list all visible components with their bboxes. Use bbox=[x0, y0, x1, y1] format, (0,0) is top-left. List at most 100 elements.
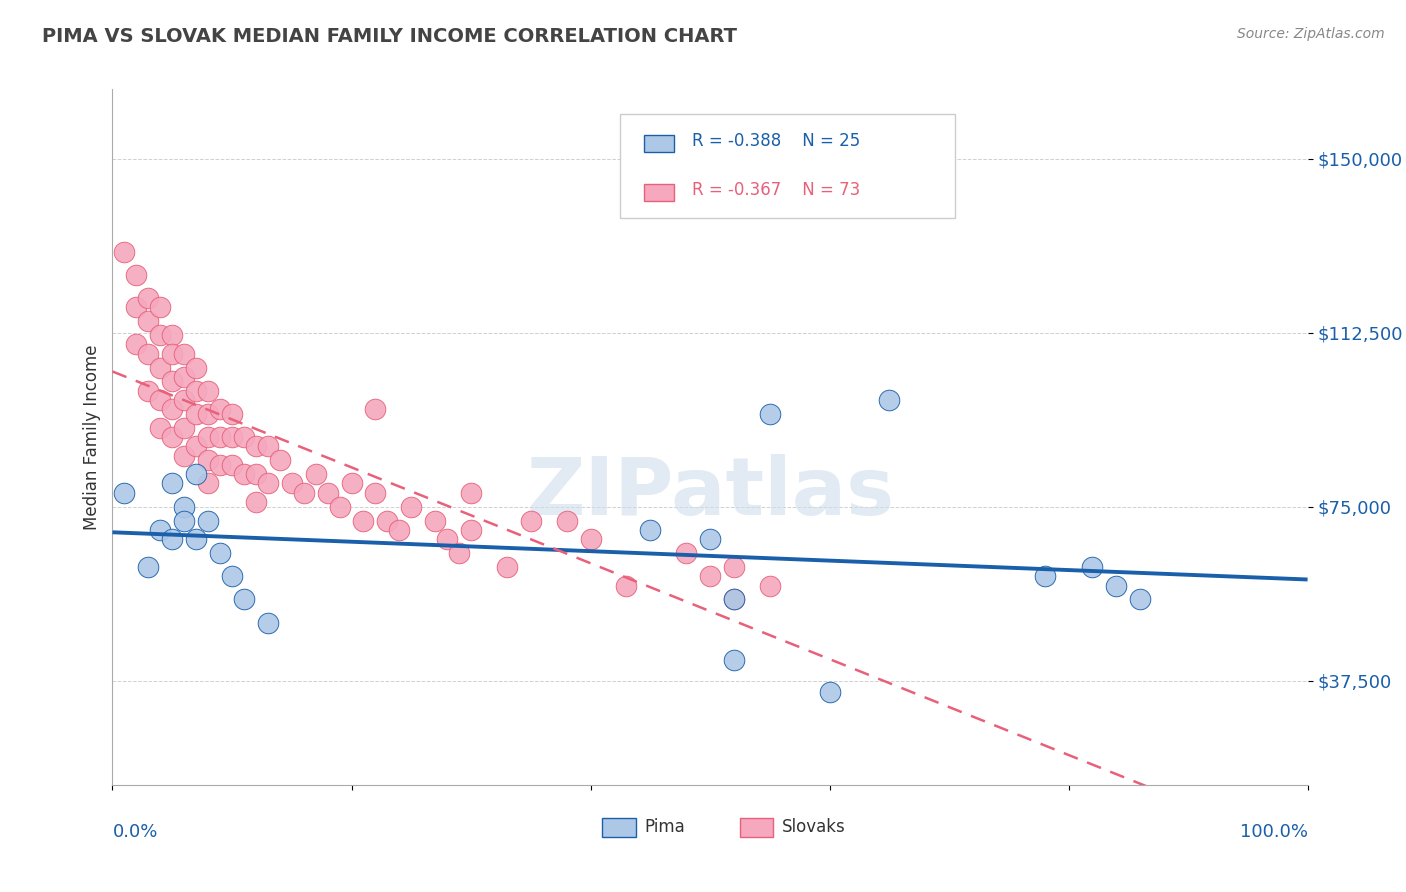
Point bbox=[173, 392, 195, 407]
Point bbox=[138, 314, 160, 328]
Point bbox=[699, 532, 721, 546]
Point bbox=[173, 449, 195, 463]
Point bbox=[699, 569, 721, 583]
FancyBboxPatch shape bbox=[740, 818, 773, 837]
Point bbox=[233, 467, 256, 482]
Point bbox=[233, 592, 256, 607]
Text: R = -0.367    N = 73: R = -0.367 N = 73 bbox=[692, 181, 860, 199]
Point bbox=[352, 514, 374, 528]
Point bbox=[149, 300, 172, 314]
Point bbox=[149, 392, 172, 407]
Point bbox=[292, 485, 315, 500]
Point bbox=[364, 402, 387, 417]
Point bbox=[197, 514, 219, 528]
Point bbox=[460, 485, 482, 500]
Point bbox=[114, 485, 135, 500]
Point bbox=[209, 402, 232, 417]
Point bbox=[425, 514, 447, 528]
Point bbox=[162, 375, 183, 389]
Text: Pima: Pima bbox=[644, 818, 685, 836]
Point bbox=[162, 346, 183, 360]
Point bbox=[723, 592, 745, 607]
Point bbox=[281, 476, 304, 491]
Point bbox=[197, 476, 219, 491]
Point bbox=[723, 653, 745, 667]
Point bbox=[173, 514, 195, 528]
Point bbox=[460, 523, 482, 537]
Y-axis label: Median Family Income: Median Family Income bbox=[83, 344, 101, 530]
Point bbox=[257, 476, 280, 491]
Text: Slovaks: Slovaks bbox=[782, 818, 845, 836]
Point bbox=[186, 439, 208, 453]
Point bbox=[186, 532, 208, 546]
Point bbox=[640, 523, 662, 537]
Point bbox=[138, 384, 160, 398]
Point bbox=[186, 467, 208, 482]
Point bbox=[1081, 560, 1104, 574]
Point bbox=[162, 476, 183, 491]
Point bbox=[245, 467, 267, 482]
Point bbox=[221, 569, 243, 583]
Point bbox=[447, 546, 470, 560]
FancyBboxPatch shape bbox=[644, 184, 675, 201]
Point bbox=[149, 328, 172, 343]
Point bbox=[186, 360, 208, 375]
Point bbox=[173, 500, 195, 514]
Point bbox=[818, 685, 841, 699]
Point bbox=[340, 476, 363, 491]
Point bbox=[401, 500, 423, 514]
Point bbox=[221, 407, 243, 421]
Point bbox=[257, 615, 280, 630]
Point bbox=[221, 458, 243, 472]
Point bbox=[138, 291, 160, 305]
Point bbox=[305, 467, 328, 482]
Point bbox=[723, 560, 745, 574]
Point bbox=[162, 328, 183, 343]
FancyBboxPatch shape bbox=[603, 818, 636, 837]
Point bbox=[173, 346, 195, 360]
Point bbox=[759, 578, 782, 592]
Text: 0.0%: 0.0% bbox=[112, 823, 157, 841]
Point bbox=[173, 369, 195, 384]
Point bbox=[1129, 592, 1152, 607]
Point bbox=[316, 485, 339, 500]
Point bbox=[209, 546, 232, 560]
Point bbox=[149, 523, 172, 537]
Point bbox=[496, 560, 519, 574]
Point bbox=[186, 384, 208, 398]
Point bbox=[329, 500, 352, 514]
Point bbox=[436, 532, 458, 546]
Point bbox=[209, 430, 232, 444]
Text: R = -0.388    N = 25: R = -0.388 N = 25 bbox=[692, 132, 860, 151]
Point bbox=[138, 560, 160, 574]
Point bbox=[723, 592, 745, 607]
Point bbox=[162, 532, 183, 546]
Point bbox=[555, 514, 578, 528]
Point bbox=[269, 453, 291, 467]
Point bbox=[233, 430, 256, 444]
Point bbox=[388, 523, 411, 537]
Text: ZIPatlas: ZIPatlas bbox=[526, 454, 894, 532]
Point bbox=[245, 439, 267, 453]
Point bbox=[114, 244, 135, 259]
Point bbox=[579, 532, 602, 546]
Point bbox=[616, 578, 638, 592]
Point bbox=[197, 407, 219, 421]
Point bbox=[186, 407, 208, 421]
Point bbox=[149, 421, 172, 435]
Point bbox=[221, 430, 243, 444]
Point bbox=[520, 514, 543, 528]
Point bbox=[125, 337, 148, 351]
Point bbox=[138, 346, 160, 360]
Point bbox=[197, 453, 219, 467]
Point bbox=[1105, 578, 1128, 592]
Point bbox=[675, 546, 697, 560]
Point bbox=[162, 402, 183, 417]
FancyBboxPatch shape bbox=[620, 113, 955, 218]
Point bbox=[364, 485, 387, 500]
Point bbox=[125, 268, 148, 282]
Text: PIMA VS SLOVAK MEDIAN FAMILY INCOME CORRELATION CHART: PIMA VS SLOVAK MEDIAN FAMILY INCOME CORR… bbox=[42, 27, 737, 45]
Point bbox=[879, 392, 901, 407]
Point bbox=[197, 384, 219, 398]
Point bbox=[257, 439, 280, 453]
